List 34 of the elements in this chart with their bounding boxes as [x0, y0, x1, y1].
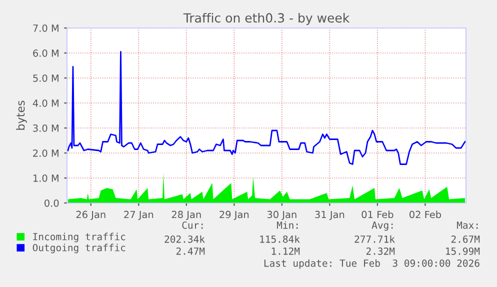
text: 2.32M	[366, 247, 395, 255]
text: Last update: Tue Feb 3 09:00:00 2026	[264, 259, 480, 269]
text: 202.34k	[164, 235, 205, 243]
x-tick-label: 02 Feb	[410, 210, 442, 218]
x-tick-label: 01 Feb	[362, 210, 394, 218]
line-series	[67, 51, 466, 165]
x-tick-label: 28 Jan	[172, 210, 201, 220]
text: 2.47M	[176, 247, 205, 255]
text: 2.67M	[451, 235, 480, 243]
x-tick-label: 26 Jan	[76, 210, 106, 220]
legend-label: Incoming traffic	[33, 232, 126, 242]
text: 15.99M	[446, 247, 480, 255]
y-tick-label: 6.0 M	[33, 49, 58, 57]
text: Cur:	[182, 221, 203, 229]
x-tick-label: 30 Jan	[267, 210, 296, 220]
text: Max:	[456, 222, 478, 229]
y-tick-label: 5.0 M	[33, 74, 58, 82]
x-tick-label: 29 Jan	[220, 210, 249, 220]
text: 1.12M	[272, 247, 300, 255]
text: 277.71k	[354, 235, 395, 243]
x-tick-label: 31 Jan	[315, 210, 344, 220]
y-tick-label: 7.0 M	[33, 24, 58, 32]
x-tick-label: 27 Jan	[124, 210, 154, 220]
y-axis-title: bytes	[16, 100, 27, 130]
text: 115.84k	[260, 235, 300, 243]
legend-label: Outgoing traffic	[32, 244, 126, 254]
y-tick-label: 1.0 M	[33, 174, 58, 182]
text: Avg:	[372, 222, 393, 231]
y-tick-label: 0.0	[44, 199, 59, 207]
text: Min:	[276, 221, 298, 229]
y-tick-label: 4.0 M	[32, 99, 58, 107]
chart-title: Traffic on eth0.3 - by week	[183, 12, 350, 26]
y-tick-label: 2.0 M	[33, 149, 58, 157]
y-tick-label: 3.0 M	[33, 124, 58, 132]
